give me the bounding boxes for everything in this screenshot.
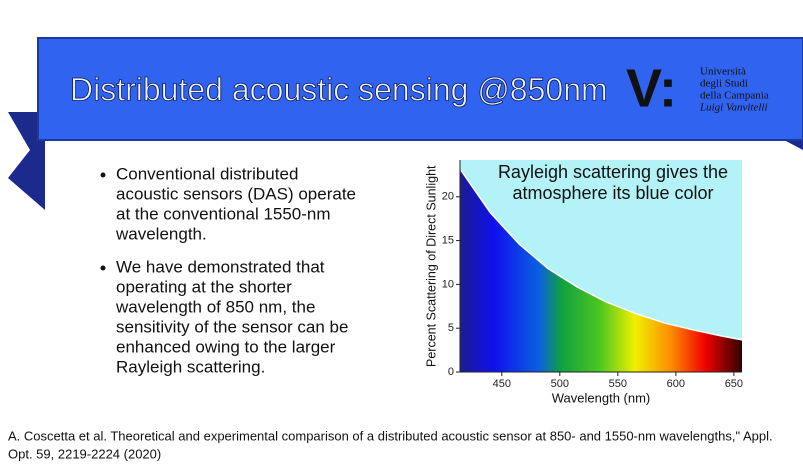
banner xyxy=(37,37,803,141)
y-tick-label: 20 xyxy=(442,191,454,203)
citation: A. Coscetta et al. Theoretical and exper… xyxy=(8,428,773,443)
logo-text: della Campania xyxy=(700,90,769,102)
sky-area xyxy=(460,160,742,341)
y-tick-label: 10 xyxy=(442,278,454,290)
x-axis-label: Wavelength (nm) xyxy=(552,390,651,405)
x-tick-label: 450 xyxy=(493,378,511,390)
logo-text: degli Studi xyxy=(700,78,748,90)
y-axis-label: Percent Scattering of Direct Sunlight xyxy=(424,165,438,367)
x-tick-label: 500 xyxy=(551,378,569,390)
logo-text: Luigi Vanvitelli xyxy=(699,102,768,114)
y-tick-label: 0 xyxy=(448,366,454,378)
bullet-dot xyxy=(100,265,106,271)
bullet-text: operating at the shorter xyxy=(116,277,292,296)
ribbon-tail xyxy=(8,112,45,210)
bullet-text: at the conventional 1550-nm xyxy=(116,204,331,223)
y-label-group: Percent Scattering of Direct Sunlight xyxy=(424,165,438,367)
bullet-text: wavelength of 850 nm, the xyxy=(115,297,315,316)
annotation: Rayleigh scattering gives the xyxy=(498,162,728,182)
slide-title: Distributed acoustic sensing @850nm xyxy=(70,71,608,107)
bullet-text: Rayleigh scattering. xyxy=(116,357,265,376)
x-tick-label: 600 xyxy=(667,378,685,390)
x-tick-label: 650 xyxy=(725,378,743,390)
logo-mark: V: xyxy=(626,58,677,118)
y-tick-label: 5 xyxy=(448,322,454,334)
bullet-text: enhanced owing to the larger xyxy=(116,337,336,356)
bullet-text: Conventional distributed xyxy=(116,164,298,183)
bullet-text: acoustic sensors (DAS) operate xyxy=(116,184,356,203)
logo-text: Università xyxy=(700,66,746,78)
citation: Opt. 59, 2219-2224 (2020) xyxy=(8,446,161,461)
x-tick-label: 550 xyxy=(609,378,627,390)
bullet-text: wavelength. xyxy=(115,224,207,243)
sky-top xyxy=(460,160,742,171)
y-tick-label: 15 xyxy=(442,235,454,247)
data-line xyxy=(460,170,742,341)
bullet-text: sensitivity of the sensor can be xyxy=(116,317,348,336)
annotation: atmosphere its blue color xyxy=(512,183,713,203)
bullet-text: We have demonstrated that xyxy=(116,257,325,276)
bullet-dot xyxy=(100,172,106,178)
